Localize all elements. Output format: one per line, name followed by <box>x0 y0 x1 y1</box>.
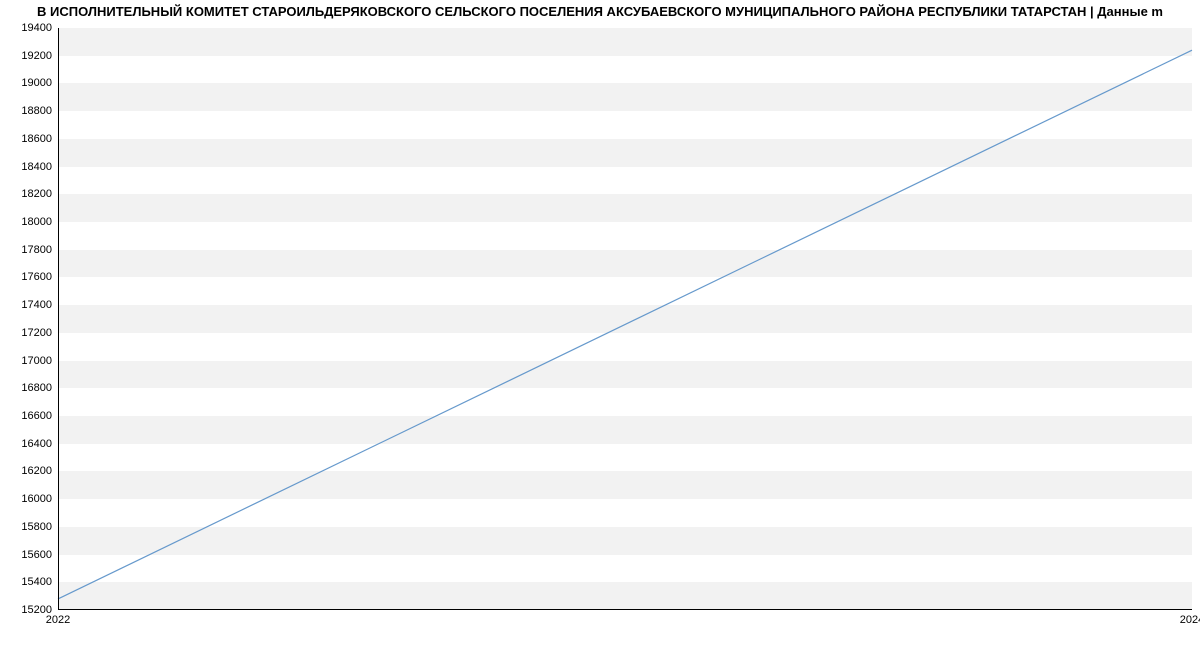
x-tick-label: 2024 <box>1180 614 1200 626</box>
chart-title: В ИСПОЛНИТЕЛЬНЫЙ КОМИТЕТ СТАРОИЛЬДЕРЯКОВ… <box>0 4 1200 19</box>
y-tick-label: 15600 <box>21 549 52 561</box>
x-tick-label: 2022 <box>46 614 70 626</box>
y-tick-label: 16000 <box>21 493 52 505</box>
series-line <box>58 50 1192 599</box>
plot-area: 1520015400156001580016000162001640016600… <box>58 28 1192 610</box>
y-tick-label: 16200 <box>21 465 52 477</box>
y-tick-label: 19200 <box>21 50 52 62</box>
y-tick-label: 18200 <box>21 188 52 200</box>
y-tick-label: 16600 <box>21 410 52 422</box>
y-tick-label: 16400 <box>21 438 52 450</box>
chart-container: В ИСПОЛНИТЕЛЬНЫЙ КОМИТЕТ СТАРОИЛЬДЕРЯКОВ… <box>0 0 1200 650</box>
y-tick-label: 18000 <box>21 216 52 228</box>
x-axis-line <box>58 609 1192 610</box>
y-tick-label: 17000 <box>21 355 52 367</box>
y-tick-label: 17400 <box>21 299 52 311</box>
y-tick-label: 18800 <box>21 105 52 117</box>
y-axis-line <box>58 28 59 610</box>
y-tick-label: 17200 <box>21 327 52 339</box>
line-layer <box>58 28 1192 610</box>
y-tick-label: 15400 <box>21 576 52 588</box>
y-tick-label: 17600 <box>21 271 52 283</box>
y-tick-label: 19400 <box>21 22 52 34</box>
y-tick-label: 18400 <box>21 161 52 173</box>
y-tick-label: 15800 <box>21 521 52 533</box>
y-tick-label: 19000 <box>21 77 52 89</box>
y-tick-label: 16800 <box>21 382 52 394</box>
y-tick-label: 17800 <box>21 244 52 256</box>
y-tick-label: 18600 <box>21 133 52 145</box>
